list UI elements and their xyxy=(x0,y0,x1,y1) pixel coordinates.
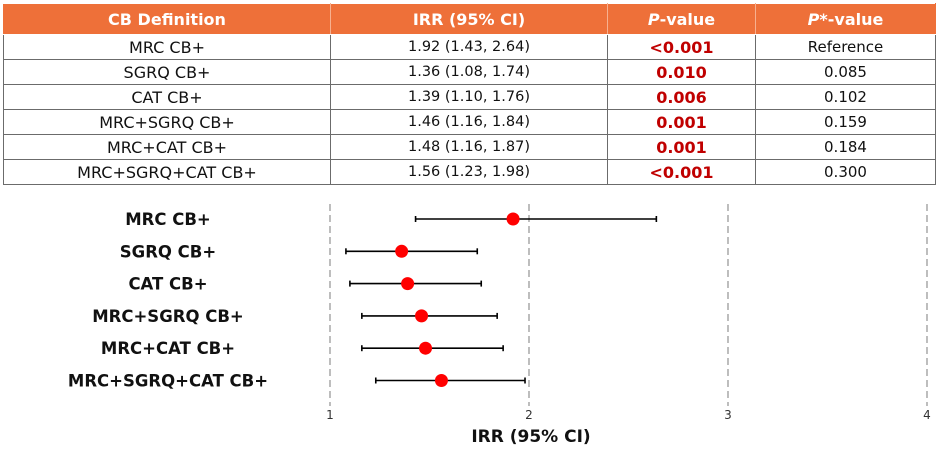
cell-definition: MRC+CAT CB+ xyxy=(3,134,331,160)
irr-table: CB Definition IRR (95% CI) P-value P*-va… xyxy=(3,3,936,185)
cell-definition: SGRQ CB+ xyxy=(3,59,331,85)
y-category-label: CAT CB+ xyxy=(128,275,207,294)
irr-point xyxy=(434,374,448,387)
x-tick-label: 1 xyxy=(326,408,334,422)
header-p-value: P-value xyxy=(607,3,756,35)
table-header-row: CB Definition IRR (95% CI) P-value P*-va… xyxy=(3,3,936,35)
irr-point xyxy=(419,341,433,355)
cell-p-value: <0.001 xyxy=(607,34,756,60)
cell-irr: 1.36 (1.08, 1.74) xyxy=(330,59,608,85)
cell-p-star-value: 0.184 xyxy=(755,134,936,160)
cell-definition: MRC+SGRQ CB+ xyxy=(3,109,331,135)
x-tick-label: 4 xyxy=(923,408,931,422)
cell-definition: MRC CB+ xyxy=(3,34,331,60)
cell-p-star-value: 0.102 xyxy=(755,84,936,110)
header-p-star-value: P*-value xyxy=(755,3,936,35)
cell-p-star-value: 0.159 xyxy=(755,109,936,135)
header-irr: IRR (95% CI) xyxy=(330,3,608,35)
table-row: SGRQ CB+ 1.36 (1.08, 1.74) 0.010 0.085 xyxy=(3,59,936,85)
table-row: MRC+CAT CB+ 1.48 (1.16, 1.87) 0.001 0.18… xyxy=(3,134,936,160)
cell-irr: 1.92 (1.43, 2.64) xyxy=(330,34,608,60)
y-category-label: MRC CB+ xyxy=(125,210,211,229)
cell-p-star-value: 0.085 xyxy=(755,59,936,85)
cell-p-value: 0.001 xyxy=(607,134,756,160)
forest-plot: MRC CB+ SGRQ CB+ CAT CB+ MRC+SGRQ CB+ MRC+CA… xyxy=(68,204,931,447)
cell-p-value: 0.006 xyxy=(607,84,756,110)
header-cb-definition: CB Definition xyxy=(3,3,331,35)
irr-point xyxy=(395,244,409,258)
x-tick-label: 2 xyxy=(525,408,533,422)
y-category-label: SGRQ CB+ xyxy=(120,242,216,261)
table-row: MRC CB+ 1.92 (1.43, 2.64) <0.001 Referen… xyxy=(3,34,936,60)
x-tick-label: 3 xyxy=(724,408,732,422)
cell-p-star-value: 0.300 xyxy=(755,159,936,185)
table-row: MRC+SGRQ+CAT CB+ 1.56 (1.23, 1.98) <0.00… xyxy=(3,159,936,185)
cell-p-value: <0.001 xyxy=(607,159,756,185)
cell-definition: MRC+SGRQ+CAT CB+ xyxy=(3,159,331,185)
table-row: MRC+SGRQ CB+ 1.46 (1.16, 1.84) 0.001 0.1… xyxy=(3,109,936,135)
x-axis-label: IRR (95% CI) xyxy=(471,427,590,447)
cell-p-value: 0.010 xyxy=(607,59,756,85)
y-category-label: MRC+SGRQ CB+ xyxy=(92,307,243,326)
irr-point xyxy=(401,277,415,291)
y-category-label: MRC+CAT CB+ xyxy=(101,339,235,358)
cell-irr: 1.56 (1.23, 1.98) xyxy=(330,159,608,185)
cell-definition: CAT CB+ xyxy=(3,84,331,110)
irr-point xyxy=(415,309,429,323)
cell-irr: 1.46 (1.16, 1.84) xyxy=(330,109,608,135)
table-row: CAT CB+ 1.39 (1.10, 1.76) 0.006 0.102 xyxy=(3,84,936,110)
cell-p-value: 0.001 xyxy=(607,109,756,135)
irr-point xyxy=(506,212,520,226)
y-category-label: MRC+SGRQ+CAT CB+ xyxy=(68,372,268,391)
cell-p-star-value: Reference xyxy=(755,34,936,60)
cell-irr: 1.39 (1.10, 1.76) xyxy=(330,84,608,110)
cell-irr: 1.48 (1.16, 1.87) xyxy=(330,134,608,160)
